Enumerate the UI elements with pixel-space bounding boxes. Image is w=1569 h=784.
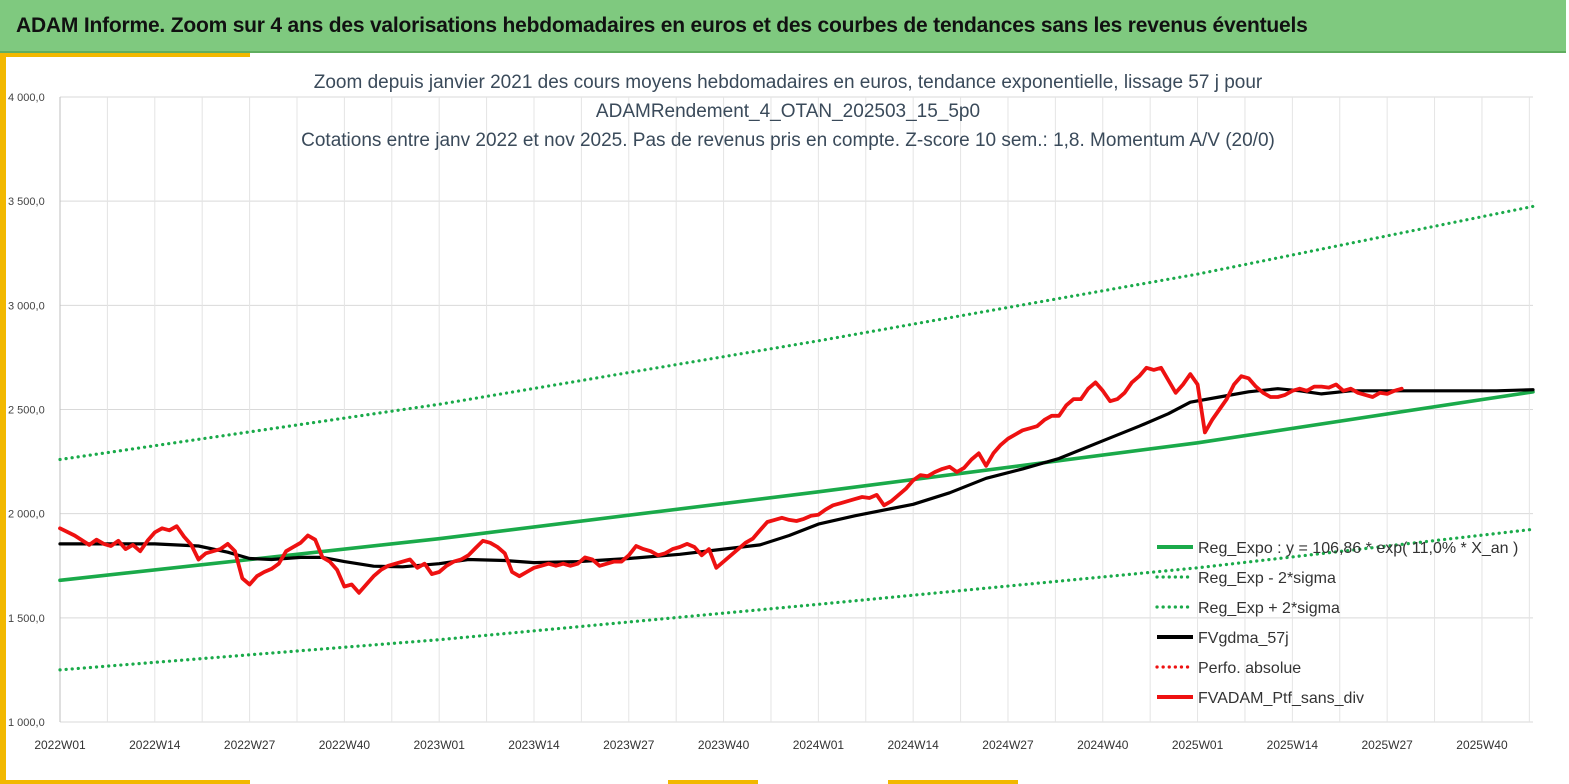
x-tick-label: 2024W14 [887,738,939,752]
x-tick-label: 2023W27 [603,738,655,752]
y-tick-label: 4 000,0 [8,92,45,104]
chart-title-line-1: Zoom depuis janvier 2021 des cours moyen… [314,72,1263,93]
legend-label-0: Reg_Expo : y = 106,86 * exp( 11,0% * X_a… [1198,540,1518,557]
x-tick-label: 2023W01 [414,738,466,752]
x-tick-label: 2025W40 [1456,738,1508,752]
y-tick-label: 3 500,0 [8,196,45,208]
accent-bar-bottom [0,780,250,784]
x-tick-label: 2025W27 [1361,738,1413,752]
legend: Reg_Expo : y = 106,86 * exp( 11,0% * X_a… [1155,540,1518,707]
series-lines [58,204,1535,672]
legend-label-2: Reg_Exp + 2*sigma [1198,600,1340,617]
x-tick-label: 2023W40 [698,738,750,752]
y-tick-label: 3 000,0 [8,300,45,312]
chart-title: Zoom depuis janvier 2021 des cours moyen… [301,72,1275,151]
y-axis-ticks: 1 000,0 1 500,0 2 000,0 2 500,0 3 000,0 3 500… [8,92,45,729]
x-tick-label: 2024W01 [793,738,845,752]
x-tick-label: 2024W27 [982,738,1034,752]
y-tick-label: 1 000,0 [8,717,45,729]
accent-bar-bottom-right [888,780,1018,784]
series-line-2 [58,204,1535,462]
legend-label-3: FVgdma_57j [1198,630,1289,647]
x-tick-label: 2024W40 [1077,738,1129,752]
series-line-1 [58,527,1535,672]
series-line-5 [58,365,1404,595]
accent-bar-left [0,53,6,784]
y-tick-label: 2 000,0 [8,509,45,521]
x-tick-label: 2023W14 [508,738,560,752]
x-tick-label: 2025W01 [1172,738,1224,752]
x-tick-label: 2022W01 [34,738,86,752]
accent-bar-top [0,53,250,57]
series-line-0 [58,390,1535,583]
chart-title-line-2: ADAMRendement_4_OTAN_202503_15_5p0 [596,101,980,122]
chart-title-line-3: Cotations entre janv 2022 et nov 2025. P… [301,130,1275,151]
x-tick-label: 2025W14 [1267,738,1319,752]
accent-bar-bottom-mid [668,780,758,784]
legend-label-4: Perfo. absolue [1198,660,1301,677]
series-line-3 [58,387,1535,569]
x-tick-label: 2022W14 [129,738,181,752]
legend-label-5: FVADAM_Ptf_sans_div [1198,690,1364,707]
x-axis-ticks: 2022W01 2022W14 2022W27 2022W40 2023W01 2023W… [34,738,1508,752]
x-tick-label: 2022W40 [319,738,371,752]
y-tick-label: 2 500,0 [8,405,45,417]
x-tick-label: 2022W27 [224,738,276,752]
y-tick-label: 1 500,0 [8,613,45,625]
page-header: ADAM Informe. Zoom sur 4 ans des valoris… [0,0,1566,53]
grid [59,96,1533,723]
legend-label-1: Reg_Exp - 2*sigma [1198,570,1336,587]
page-title: ADAM Informe. Zoom sur 4 ans des valoris… [16,14,1308,37]
